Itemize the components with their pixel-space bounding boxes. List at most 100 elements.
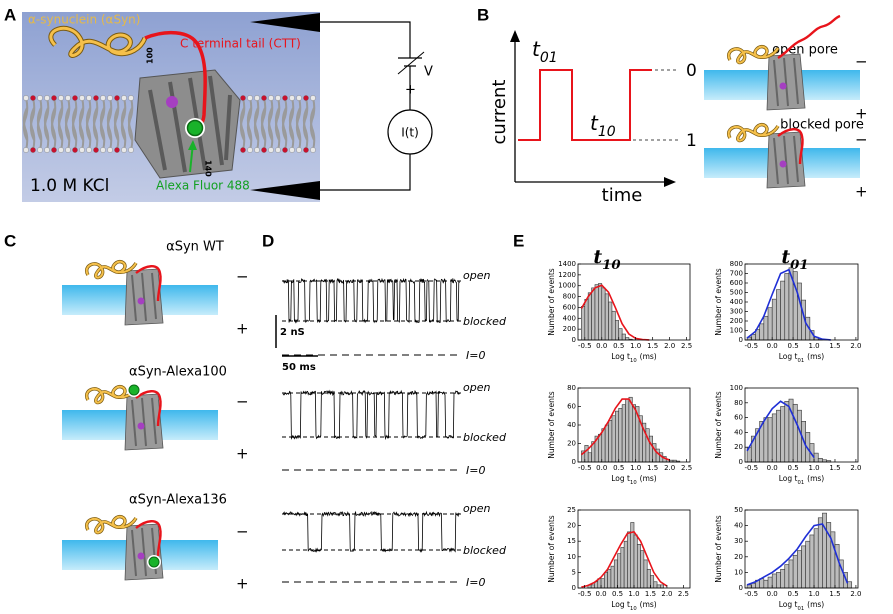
x-tick-label: 1.0 (808, 342, 819, 350)
lipid-head (30, 147, 36, 153)
x-tick-label: 2.0 (661, 590, 672, 598)
electrode-top (250, 13, 320, 32)
constriction (137, 297, 145, 305)
lipid-bilayer (22, 95, 316, 153)
x-tick-label: 2.5 (681, 464, 692, 472)
x-tick-label: 1.5 (829, 464, 840, 472)
y-tick-label: 40 (567, 421, 576, 429)
x-tick-label: 1.0 (628, 590, 639, 598)
bar (763, 579, 769, 589)
y-tick-label: 60 (734, 414, 743, 422)
bar (621, 404, 626, 463)
level-line (282, 280, 462, 322)
dwell-label-part: t (590, 111, 599, 135)
current-trace (282, 277, 460, 324)
bar (784, 273, 790, 341)
lipid-tail (85, 97, 92, 141)
asyn-n-terminal (49, 26, 147, 57)
bar (797, 550, 802, 589)
level-label: I=0 (466, 349, 485, 362)
lipid-tail (99, 107, 106, 151)
bar (771, 573, 777, 589)
bar (607, 568, 612, 589)
x-tick-label: 2.5 (681, 342, 692, 350)
asyn-n-terminal (85, 260, 137, 279)
bar (587, 452, 592, 463)
lipid-tail (36, 107, 43, 151)
lipid-head (51, 95, 57, 101)
panel-letter: E (513, 231, 524, 250)
x-tick-label: 2.0 (664, 464, 675, 472)
lipid-head (23, 147, 29, 153)
electrode-bottom (250, 181, 320, 200)
x-tick-label: 0.5 (613, 342, 624, 350)
x-tick-label: -0.5 (744, 342, 758, 350)
x-tick-label: 1.0 (808, 464, 819, 472)
voltage-label: V (424, 65, 433, 80)
lipid-head (275, 147, 281, 153)
bar (601, 428, 606, 463)
lipid-tail (57, 107, 64, 151)
bar (763, 315, 769, 341)
level-label: open (463, 269, 490, 282)
level-label: open (463, 381, 490, 394)
x-tick-label: 2.0 (850, 590, 861, 598)
y-tick-label: 50 (734, 506, 743, 514)
lipid-head (296, 95, 302, 101)
fit-line (580, 284, 650, 341)
lipid-tail (22, 107, 29, 151)
lipid-head (51, 147, 57, 153)
fit-line (746, 523, 849, 586)
panel-a: α-synuclein (αSyn) C terminal tail (CTT)… (4, 5, 433, 202)
y-tick-label: 1400 (558, 260, 576, 268)
polarity-label: + (405, 83, 416, 98)
fit-line (746, 400, 815, 459)
lipid-head (289, 95, 295, 101)
level-line (633, 69, 678, 141)
bar (847, 581, 853, 589)
fit-line (746, 268, 831, 341)
lipid-head (86, 95, 92, 101)
x-tick-label: -0.5 (744, 464, 758, 472)
lipid-head (303, 95, 309, 101)
bar (598, 433, 603, 463)
lipid-head (254, 147, 260, 153)
x-tick-label: -0.5 (578, 342, 592, 350)
bar (797, 282, 802, 341)
lipid-head (282, 95, 288, 101)
x-axis-label-part: Log t (611, 474, 630, 483)
level-label: 0 (686, 61, 697, 81)
arrowhead (510, 30, 520, 42)
lipid-tail (295, 107, 302, 151)
polarity-label: + (855, 105, 868, 123)
bar (776, 409, 781, 463)
circuit (320, 21, 422, 191)
current-label: I(t) (401, 126, 419, 140)
alexa-dye (186, 119, 204, 137)
lipid-head (107, 147, 113, 153)
bar (656, 584, 661, 589)
y-tick-label: 20 (567, 440, 576, 448)
x-axis-label: Log t01 (ms) (779, 474, 825, 486)
lipid-tail (92, 97, 99, 141)
polarity-label: − (236, 268, 249, 286)
dye-arrowhead (188, 140, 197, 150)
y-tick-label: 15 (567, 537, 576, 545)
x-tick-label: 0.0 (767, 342, 778, 350)
bar (776, 572, 781, 589)
lipid-head (100, 95, 106, 101)
bar (591, 287, 596, 341)
x-axis-label-part: 01 (797, 606, 804, 612)
y-axis-label: current (489, 80, 510, 145)
c-terminal-tail (777, 128, 804, 165)
x-tick-label: 0.0 (767, 590, 778, 598)
plot-frame (744, 509, 859, 589)
buffer-label: 1.0 M KCl (30, 176, 109, 196)
histogram: 0 20 40 60 80 100 -0.5 0.0 0.5 1.0 1.5 2.0 Number of… (714, 384, 861, 486)
x-axis-label: Log t10 (ms) (611, 474, 657, 486)
bar (623, 540, 628, 589)
lipid-head (282, 147, 288, 153)
panel-letter: C (4, 231, 16, 250)
lipid-head (44, 147, 50, 153)
bar (618, 328, 623, 341)
